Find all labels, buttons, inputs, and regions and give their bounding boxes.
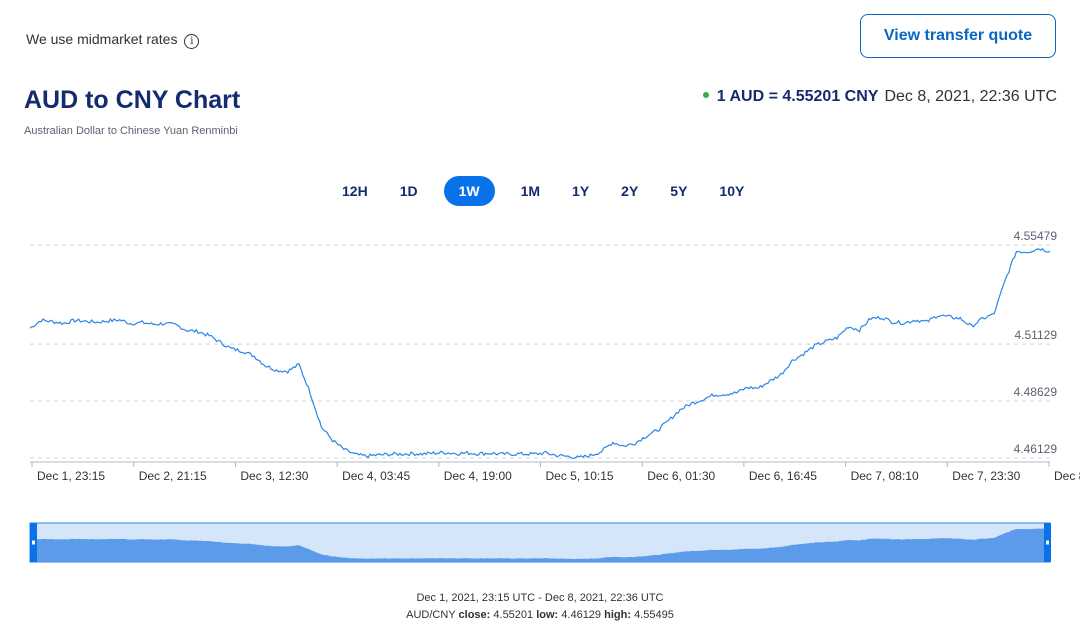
period-tab-2y[interactable]: 2Y (621, 183, 639, 199)
summary-pair: AUD/CNY (406, 609, 456, 621)
rate-value: 1 AUD = 4.55201 CNY (716, 88, 879, 105)
x-tick-label: Dec 3, 12:30 (240, 469, 308, 483)
summary-low-label: low: (536, 609, 559, 621)
y-tick-label: 4.55479 (1014, 229, 1058, 243)
period-selector: 12H 1D 1W 1M 1Y 2Y 5Y 10Y (330, 176, 764, 208)
period-tab-10y[interactable]: 10Y (719, 183, 745, 199)
period-tab-1w[interactable]: 1W (443, 176, 495, 206)
x-tick-label: Dec 4, 19:00 (444, 469, 512, 483)
rate-line (29, 247, 1051, 460)
x-tick-label: Dec 7, 23:30 (952, 469, 1020, 483)
y-tick-label: 4.48629 (1014, 385, 1058, 399)
period-tab-12h[interactable]: 12H (342, 183, 368, 199)
x-tick-label: Dec 7, 08:10 (851, 469, 919, 483)
midmarket-note: We use midmarket rates i (26, 31, 200, 49)
x-tick-label: Dec 4, 03:45 (342, 469, 410, 483)
summary-low-value: 4.46129 (561, 609, 602, 621)
summary-range: Dec 1, 2021, 23:15 UTC - Dec 8, 2021, 22… (416, 592, 664, 604)
x-tick-label: Dec 5, 10:15 (546, 469, 614, 483)
x-tick-label: Dec 8, 22:36 (1054, 469, 1080, 483)
period-tab-1d[interactable]: 1D (399, 183, 418, 199)
y-tick-label: 4.51129 (1015, 328, 1058, 342)
summary-close-value: 4.55201 (493, 609, 534, 621)
y-tick-label: 4.46129 (1014, 442, 1058, 456)
page-title: AUD to CNY Chart (24, 86, 241, 114)
period-tab-5y[interactable]: 5Y (670, 183, 688, 199)
handle-grip-icon (32, 540, 35, 545)
navigator-area (30, 528, 1050, 562)
x-tick-label: Dec 6, 01:30 (647, 469, 715, 483)
midmarket-note-text: We use midmarket rates (26, 31, 178, 47)
period-tab-1m[interactable]: 1M (520, 183, 541, 199)
view-transfer-quote-button[interactable]: View transfer quote (860, 14, 1056, 58)
summary-high-label: high: (604, 609, 631, 621)
summary-close-label: close: (458, 609, 491, 621)
page-subtitle: Australian Dollar to Chinese Yuan Renmin… (24, 125, 238, 137)
handle-grip-icon (1046, 540, 1049, 545)
period-tab-1y[interactable]: 1Y (572, 183, 590, 199)
x-tick-label: Dec 6, 16:45 (749, 469, 817, 483)
info-icon[interactable]: i (184, 34, 200, 49)
summary-high-value: 4.55495 (634, 609, 674, 621)
summary-stats: AUD/CNY close: 4.55201 low: 4.46129 high… (0, 609, 1080, 621)
live-status-dot (702, 92, 709, 98)
rate-chart[interactable]: 4.55479 4.51129 4.48629 4.46129 Dec 1, 23:15… (0, 220, 1080, 570)
rate-timestamp: Dec 8, 2021, 22:36 UTC (884, 88, 1057, 105)
x-tick-label: Dec 1, 23:15 (37, 469, 105, 483)
x-tick-label: Dec 2, 21:15 (139, 469, 207, 483)
current-rate: 1 AUD = 4.55201 CNY Dec 8, 2021, 22:36 UT… (702, 88, 1057, 106)
